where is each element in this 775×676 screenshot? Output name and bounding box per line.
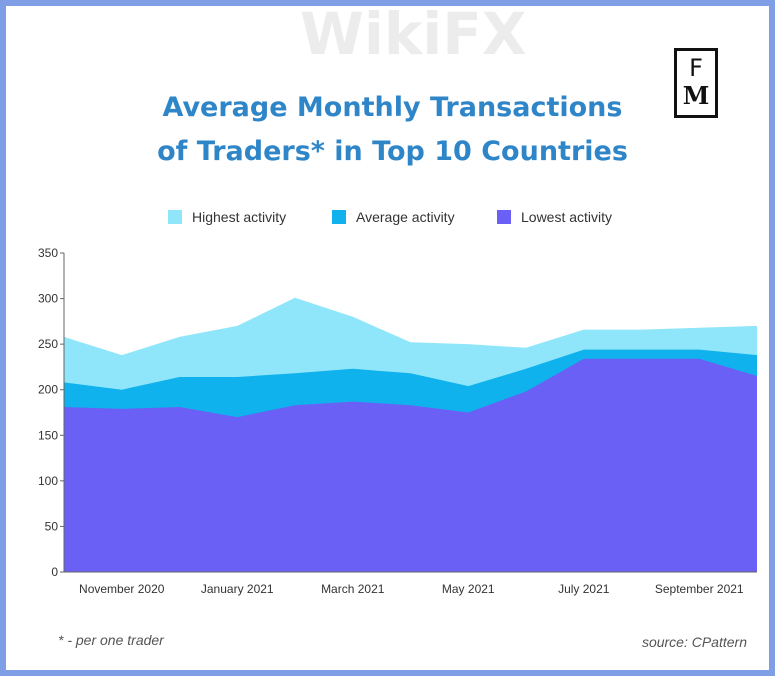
y-tick-label: 250	[38, 337, 58, 351]
source-note: source: CPattern	[641, 634, 747, 650]
title-line-1: Average Monthly Transactions	[162, 92, 623, 123]
legend-swatch-lowest	[497, 210, 511, 224]
legend-swatch-highest	[168, 210, 182, 224]
y-tick-label: 50	[45, 519, 59, 533]
y-tick-label: 200	[38, 383, 58, 397]
logo-letter-bottom: M	[682, 81, 710, 110]
x-tick-label: September 2021	[655, 582, 744, 596]
y-tick-label: 150	[38, 428, 58, 442]
legend-label-lowest: Lowest activity	[521, 209, 613, 225]
legend-item-highest: Highest activity	[168, 205, 286, 229]
watermark-top: WikiFX	[300, 0, 527, 68]
x-tick-label: July 2021	[558, 582, 610, 596]
legend-label-highest: Highest activity	[192, 209, 287, 225]
y-tick-label: 0	[51, 565, 58, 579]
x-tick-label: January 2021	[201, 582, 274, 596]
x-tick-label: November 2020	[79, 582, 165, 596]
legend-swatch-average	[332, 210, 346, 224]
chart-title: Average Monthly Transactions of Traders*…	[0, 86, 775, 174]
y-tick-label: 300	[38, 292, 58, 306]
footnote: * - per one trader	[58, 632, 164, 648]
area-series-lowest-activity	[64, 358, 757, 572]
legend-item-average: Average activity	[332, 205, 455, 229]
logo-letter-top: F	[689, 54, 703, 82]
legend-label-average: Average activity	[356, 209, 455, 225]
legend-item-lowest: Lowest activity	[497, 205, 612, 229]
y-tick-label: 350	[38, 246, 58, 260]
y-tick-label: 100	[38, 474, 58, 488]
x-tick-label: May 2021	[442, 582, 495, 596]
title-line-2: of Traders* in Top 10 Countries	[157, 136, 628, 167]
chart-legend: Highest activity Average activity Lowest…	[0, 205, 775, 229]
x-tick-label: March 2021	[321, 582, 385, 596]
fm-logo: F M	[674, 48, 718, 118]
